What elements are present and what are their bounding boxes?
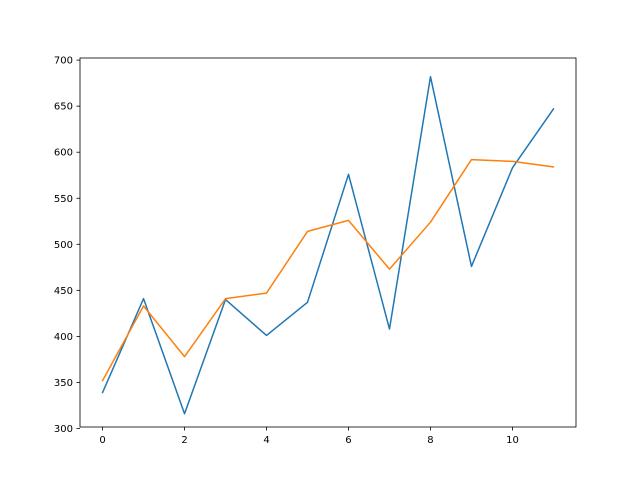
x-tick-label: 8 [427, 435, 433, 446]
y-tick-label: 600 [54, 148, 73, 159]
x-tick-label: 4 [263, 435, 269, 446]
series-layer [101, 75, 555, 415]
y-tick-label: 500 [54, 240, 73, 251]
x-tick-label: 2 [181, 435, 187, 446]
x-tick-label: 10 [506, 435, 519, 446]
y-tick-label: 550 [54, 194, 73, 205]
x-axis: 0 2 4 6 8 10 [99, 427, 519, 446]
x-tick-label: 0 [99, 435, 105, 446]
y-tick-label: 350 [54, 378, 73, 389]
plot-frame [79, 57, 577, 428]
y-tick-label: 300 [54, 424, 73, 435]
series-line-1 [101, 75, 555, 415]
y-tick-label: 450 [54, 286, 73, 297]
y-tick-label: 400 [54, 332, 73, 343]
x-tick-label: 6 [345, 435, 351, 446]
y-axis: 300 350 400 450 500 550 600 650 700 [54, 56, 80, 435]
y-tick-label: 650 [54, 102, 73, 113]
series-line-2 [101, 158, 555, 382]
y-tick-label: 700 [54, 56, 73, 67]
